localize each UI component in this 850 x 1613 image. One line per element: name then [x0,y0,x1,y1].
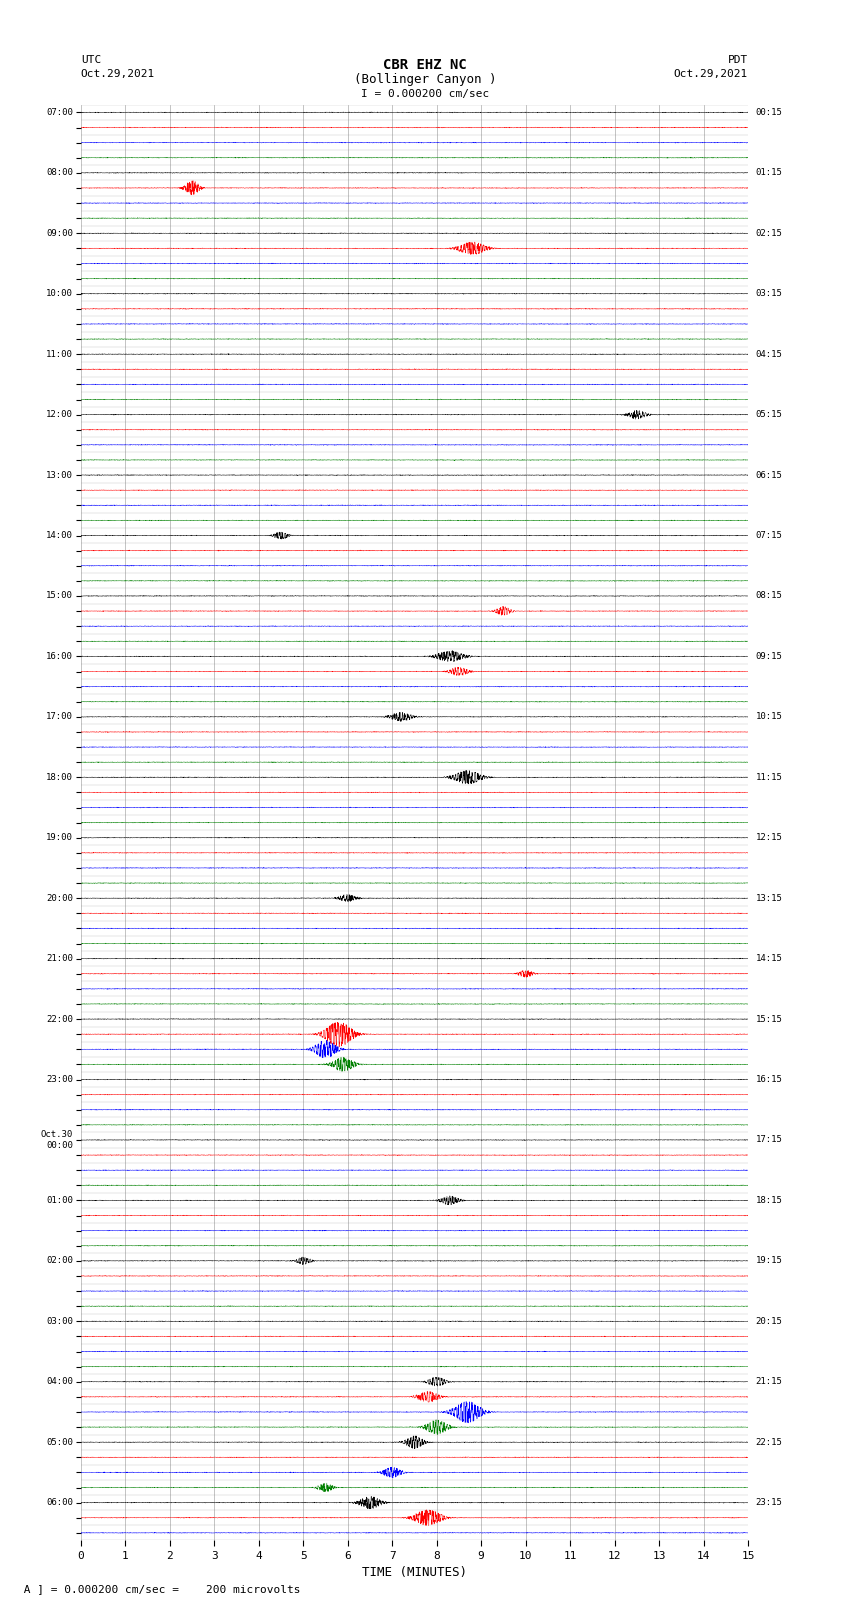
X-axis label: TIME (MINUTES): TIME (MINUTES) [362,1566,467,1579]
Text: CBR EHZ NC: CBR EHZ NC [383,58,467,71]
Text: Oct.29,2021: Oct.29,2021 [674,69,748,79]
Text: A ] = 0.000200 cm/sec =    200 microvolts: A ] = 0.000200 cm/sec = 200 microvolts [17,1584,301,1594]
Text: (Bollinger Canyon ): (Bollinger Canyon ) [354,73,496,85]
Text: Oct.29,2021: Oct.29,2021 [81,69,155,79]
Text: I = 0.000200 cm/sec: I = 0.000200 cm/sec [361,89,489,98]
Text: PDT: PDT [728,55,748,65]
Text: UTC: UTC [81,55,101,65]
